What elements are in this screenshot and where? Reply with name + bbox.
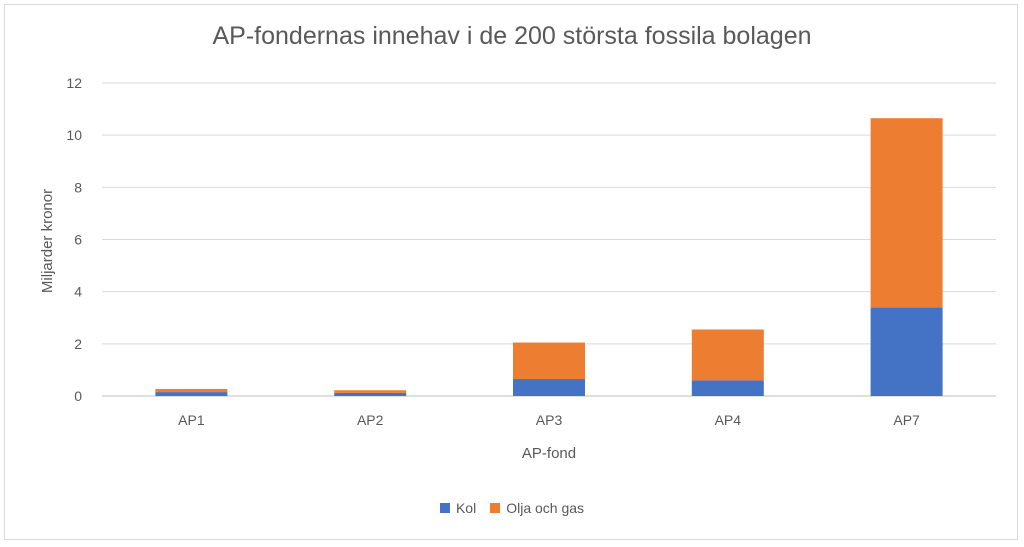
y-tick-label: 8 <box>74 179 82 195</box>
legend-swatch-olja-och-gas <box>490 503 501 513</box>
chart-frame <box>4 4 1018 540</box>
y-tick-label: 10 <box>66 127 82 143</box>
chart-title: AP-fondernas innehav i de 200 största fo… <box>212 22 812 50</box>
legend: Kol Olja och gas <box>0 500 1024 516</box>
y-tick-label: 4 <box>74 284 82 300</box>
x-tick-label: AP7 <box>893 412 920 428</box>
bar-ap3-olja-och-gas <box>513 342 585 380</box>
legend-label-kol: Kol <box>455 500 477 516</box>
x-tick-label: AP4 <box>715 412 742 428</box>
legend-label-olja-och-gas: Olja och gas <box>506 500 585 516</box>
x-tick-label: AP3 <box>536 412 563 428</box>
y-tick-label: 12 <box>66 75 82 91</box>
bar-ap2-olja-och-gas <box>334 390 407 393</box>
x-tick-label: AP1 <box>178 412 205 428</box>
legend-swatch-kol <box>439 503 450 513</box>
y-axis-title: Miljarder kronor <box>39 189 56 293</box>
x-tick-label: AP2 <box>357 412 384 428</box>
bar-ap4-kol <box>691 380 764 396</box>
y-tick-label: 2 <box>74 336 82 352</box>
bar-ap4-olja-och-gas <box>691 329 764 381</box>
x-axis-title: AP-fond <box>522 445 576 462</box>
bar-ap3-kol <box>513 379 585 396</box>
legend-item-kol: Kol <box>439 500 477 516</box>
bar-ap2-kol <box>334 392 407 396</box>
bar-ap1-olja-och-gas <box>155 388 228 393</box>
bar-ap7-kol <box>870 307 943 396</box>
y-tick-label: 0 <box>74 388 82 404</box>
bar-ap1-kol <box>155 392 228 396</box>
bar-ap7-olja-och-gas <box>870 118 943 308</box>
legend-item-olja-och-gas: Olja och gas <box>490 500 584 516</box>
y-tick-label: 6 <box>74 232 82 248</box>
